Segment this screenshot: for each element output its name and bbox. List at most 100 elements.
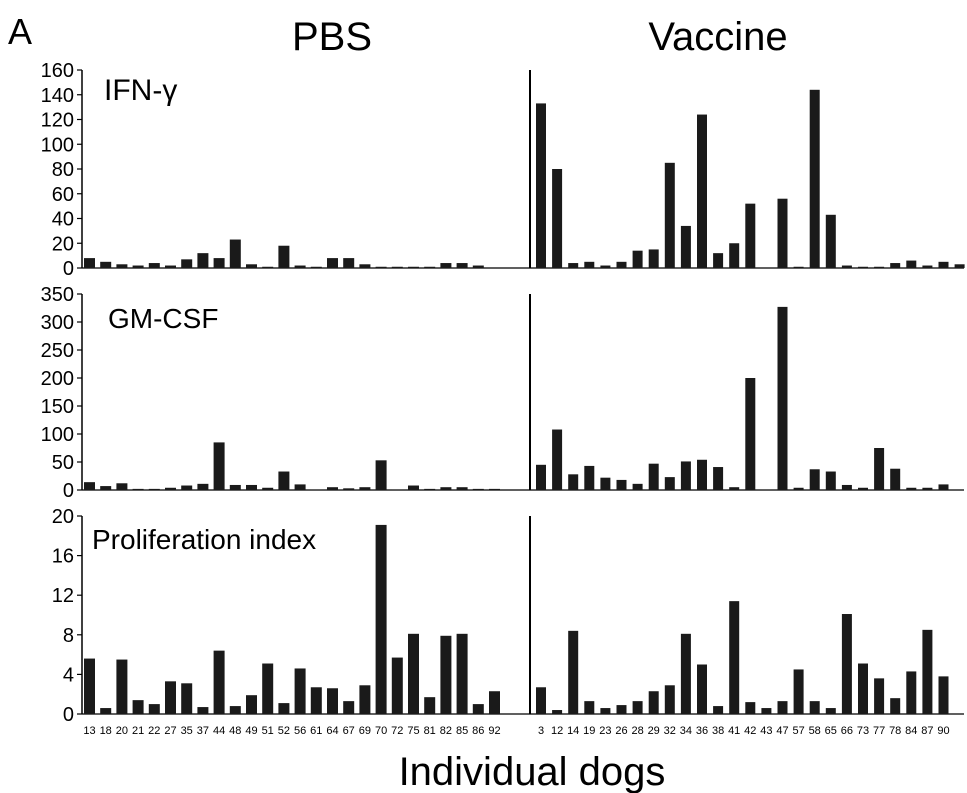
x-tick-label: 64 [326,725,338,737]
y-tick-label: 140 [41,85,74,107]
y-tick-label: 20 [52,506,74,528]
bar [456,633,468,714]
bar [310,687,322,714]
x-tick-label: 27 [164,725,176,737]
bar [229,484,241,490]
bar [116,659,128,714]
bar [825,471,836,490]
y-tick-label: 0 [63,480,74,502]
bar [116,483,128,490]
bar [100,708,112,714]
bar [890,698,901,714]
bar [440,263,452,268]
panel-title: Proliferation index [92,524,316,555]
panel-title: IFN-γ [104,74,177,107]
bar [584,261,595,268]
bar [697,114,707,268]
y-tick-label: 20 [52,233,74,255]
bar [148,488,160,490]
bar [552,169,563,268]
bar [890,468,901,490]
bar [841,614,852,714]
bar [906,671,917,714]
bar [632,483,643,490]
bar [938,676,949,714]
bar [440,487,452,490]
x-tick-label: 29 [648,725,660,737]
bar [343,488,355,490]
bar [664,477,675,490]
y-tick-label: 100 [41,424,74,446]
bar [197,253,209,268]
bar [906,260,917,268]
y-tick-label: 200 [41,368,74,390]
bar [278,245,290,268]
bar [310,266,322,268]
y-tick-label: 120 [41,110,74,132]
x-tick-label: 21 [132,725,144,737]
bar [197,483,209,490]
y-tick-label: 0 [63,258,74,280]
bar [745,702,756,714]
bar [568,474,579,490]
bar [440,635,452,714]
bar [922,487,933,490]
x-tick-label: 23 [599,725,611,737]
bar [472,488,484,490]
x-tick-label: 44 [213,725,225,737]
x-axis-label: Individual dogs [399,750,666,793]
x-tick-label: 72 [391,725,403,737]
bar [697,459,707,490]
y-tick-label: 8 [63,625,74,647]
x-tick-label: 51 [262,725,274,737]
bar [327,258,338,268]
bar [697,664,707,714]
y-tick-label: 160 [41,60,74,82]
bar [424,488,436,490]
x-tick-label: 41 [728,725,740,737]
group-title-vaccine: Vaccine [648,15,787,59]
bar [229,239,241,268]
bar [616,705,627,714]
bar [664,685,675,714]
bar [246,484,257,490]
bar [375,266,387,268]
bar [391,657,403,714]
bar [294,265,306,268]
group-title-pbs: PBS [292,15,372,59]
x-tick-label: 34 [680,725,692,737]
bar [536,687,546,714]
bar [552,429,563,490]
bar [906,487,917,490]
x-tick-label: 47 [776,725,788,737]
bar [858,487,868,490]
x-tick-label: 32 [664,725,676,737]
bar [456,263,468,268]
bar [761,489,772,490]
bar [148,263,160,268]
y-tick-label: 4 [63,664,74,686]
x-tick-label: 38 [712,725,724,737]
bar [648,463,659,490]
bar [278,703,290,714]
bar [713,706,724,714]
bar [713,467,724,490]
bar [424,697,436,714]
bar [408,633,419,714]
bar [729,243,740,268]
x-tick-label: 20 [116,725,128,737]
bar [680,225,691,268]
bar [375,460,387,490]
bar [132,265,144,268]
x-tick-label: 13 [83,725,95,737]
bar [181,485,193,490]
y-tick-label: 80 [52,159,74,181]
x-tick-label: 70 [375,725,387,737]
x-tick-label: 58 [809,725,821,737]
bar [777,198,788,268]
bar [616,261,627,268]
bar [922,265,933,268]
x-tick-label: 14 [567,725,579,737]
bar [359,264,371,268]
